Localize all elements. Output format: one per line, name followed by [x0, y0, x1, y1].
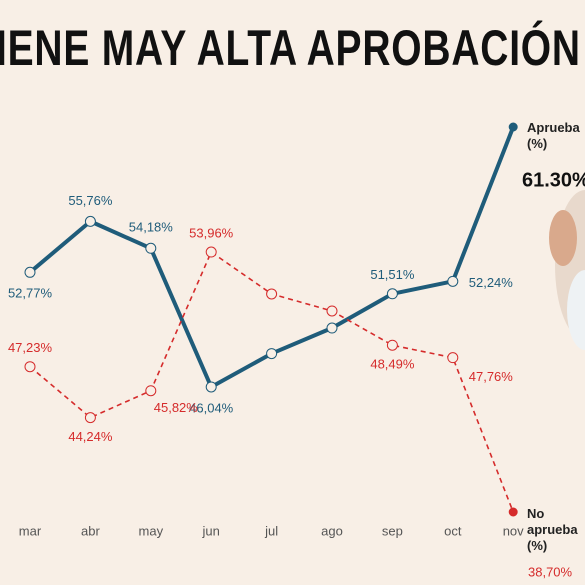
legend-label: Aprueba (%)	[527, 120, 580, 151]
data-point	[84, 215, 96, 227]
data-point	[24, 266, 36, 278]
data-label: 47,23%	[8, 340, 53, 355]
legend-entry: Aprueba (%)	[527, 120, 580, 151]
data-label: 47,76%	[469, 369, 514, 384]
data-label: 61.30%	[522, 169, 585, 191]
data-point	[205, 246, 217, 258]
data-label: 52,77%	[8, 286, 53, 301]
data-point	[205, 381, 217, 393]
data-label: 54,18%	[129, 220, 174, 235]
photo	[549, 190, 585, 350]
data-point	[326, 322, 338, 334]
x-tick-label: abr	[81, 523, 100, 538]
data-point	[24, 361, 36, 373]
data-point	[145, 242, 157, 254]
x-tick-label: jun	[202, 523, 220, 538]
data-point	[447, 275, 459, 287]
x-tick-label: sep	[382, 523, 403, 538]
data-label: 46,04%	[189, 400, 234, 415]
data-label: 48,49%	[370, 357, 415, 372]
data-point	[326, 305, 338, 317]
x-tick-label: nov	[503, 523, 524, 538]
chart-title: IENE MAY ALTA APROBACIÓN	[0, 19, 581, 76]
data-point	[145, 385, 157, 397]
data-point	[84, 412, 96, 424]
data-label: 45,82%	[154, 400, 199, 415]
data-label: 53,96%	[189, 225, 234, 240]
x-tick-label: oct	[444, 523, 462, 538]
data-point	[386, 339, 398, 351]
data-point	[266, 288, 278, 300]
legend-label: No aprueba (%)	[527, 506, 578, 553]
data-point	[508, 507, 518, 517]
data-label: 44,24%	[68, 429, 113, 444]
x-tick-label: ago	[321, 523, 343, 538]
title-group: IENE MAY ALTA APROBACIÓN	[0, 19, 581, 76]
data-point	[386, 288, 398, 300]
x-tick-label: jul	[264, 523, 278, 538]
data-label: 38,70%	[528, 564, 573, 579]
legend-entry: No aprueba (%)	[527, 506, 578, 553]
data-point	[266, 348, 278, 360]
x-tick-label: may	[139, 523, 164, 538]
data-point	[447, 352, 459, 364]
data-label: 55,76%	[68, 193, 113, 208]
data-point	[508, 122, 518, 132]
data-label: 52,24%	[469, 275, 514, 290]
data-label: 51,51%	[370, 267, 415, 282]
x-tick-label: mar	[19, 523, 42, 538]
